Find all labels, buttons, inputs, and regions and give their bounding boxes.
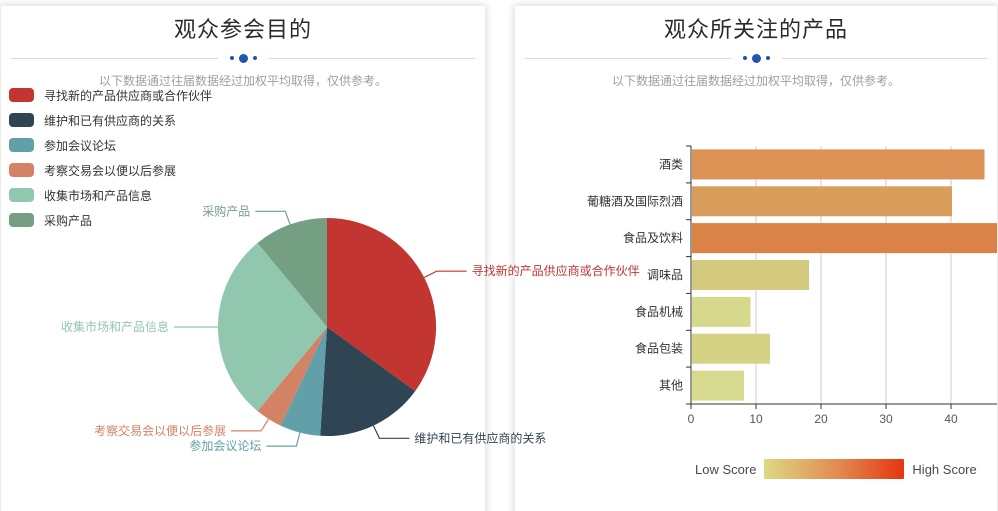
pie-label: 维护和已有供应商的关系: [414, 430, 546, 445]
legend-swatch-icon: [9, 88, 34, 102]
visual-map-gradient-bar[interactable]: [764, 459, 905, 479]
title-divider: [11, 53, 475, 63]
category-label: 葡糖酒及国际烈酒: [587, 193, 683, 208]
pie-legend: 寻找新的产品供应商或合作伙伴 维护和已有供应商的关系 参加会议论坛考察交易会以便以后…: [9, 88, 212, 238]
divider-line: [268, 57, 475, 59]
category-label: 食品及饮料: [623, 230, 683, 245]
pie-label-line: [266, 432, 301, 447]
chart-disclaimer: 以下数据通过往届数据经过加权平均取得，仅供参考。: [611, 74, 900, 88]
legend-label: 维护和已有供应商的关系: [44, 113, 177, 128]
pie-slice[interactable]: [320, 327, 416, 437]
category-label: 酒类: [659, 157, 683, 171]
page-title: 观众参会目的: [173, 17, 312, 42]
divider-dot-icon: [765, 56, 770, 60]
pie-slice[interactable]: [257, 217, 328, 327]
legend-item[interactable]: 收集市场和产品信息: [9, 188, 212, 203]
tick-label: 30: [879, 412, 893, 426]
title-divider: [525, 53, 987, 63]
pie-label: 寻找新的产品供应商或合作伙伴: [472, 263, 640, 278]
pie-label-line: [255, 210, 291, 225]
legend-item[interactable]: 采购产品: [9, 213, 212, 228]
tick-label: 40: [944, 412, 958, 426]
pie-slice[interactable]: [327, 218, 437, 392]
legend-label: 收集市场和产品信息: [44, 188, 153, 203]
visual-map-high-label: High Score: [912, 461, 977, 477]
pie-label: 参加会议论坛: [189, 438, 261, 453]
category-label: 食品包装: [635, 341, 683, 356]
legend-label: 考察交易会以便以后参展: [44, 163, 177, 178]
legend-item[interactable]: 维护和已有供应商的关系: [9, 113, 212, 128]
divider-dot-icon: [229, 56, 234, 60]
pie-label-line: [372, 425, 410, 439]
divider-dot-icon: [742, 56, 747, 60]
pie-chart: 寻找新的产品供应商或合作伙伴维护和已有供应商的关系参加会议论坛考察交易会以便以后…: [61, 203, 640, 453]
divider-line: [525, 57, 731, 59]
bar[interactable]: [692, 370, 744, 401]
panel-attendance-purpose: 观众参会目的 以下数据通过往届数据经过加权平均取得，仅供参考。 寻找新的产品供应…: [0, 5, 640, 511]
bar[interactable]: [692, 149, 985, 180]
legend-item[interactable]: 考察交易会以便以后参展: [9, 163, 212, 178]
legend-swatch-icon: [9, 163, 34, 177]
divider-dot-icon: [238, 53, 248, 63]
bar[interactable]: [692, 333, 770, 364]
divider-dot-icon: [751, 53, 761, 63]
category-label: 调味品: [647, 268, 683, 282]
bar[interactable]: [692, 260, 809, 290]
bar[interactable]: [692, 223, 998, 254]
tick-label: 20: [814, 412, 828, 426]
visual-map-legend[interactable]: Low Score High Score: [695, 459, 977, 479]
legend-swatch-icon: [9, 138, 34, 152]
legend-item[interactable]: 参加会议论坛: [9, 138, 212, 153]
divider-ornament: [738, 53, 775, 63]
legend-label: 参加会议论坛: [44, 138, 117, 153]
pie-label: 考察交易会以便以后参展: [94, 423, 226, 438]
legend-swatch-icon: [9, 213, 34, 227]
divider-line: [11, 57, 218, 59]
pie-slice[interactable]: [280, 327, 327, 436]
legend-item[interactable]: 寻找新的产品供应商或合作伙伴: [9, 88, 213, 103]
divider-dot-icon: [252, 56, 257, 60]
pie-label-line: [423, 270, 467, 279]
divider-line: [781, 57, 987, 59]
pie-slice[interactable]: [217, 243, 327, 411]
tick-label: 10: [749, 412, 763, 426]
legend-swatch-icon: [9, 113, 34, 127]
category-label: 其他: [659, 379, 683, 393]
legend-swatch-icon: [9, 188, 34, 202]
category-label: 食品机械: [635, 304, 683, 319]
pie-label: 采购产品: [202, 203, 250, 218]
page-title: 观众所关注的产品: [663, 17, 848, 42]
bar[interactable]: [692, 186, 952, 217]
bar[interactable]: [692, 296, 751, 327]
chart-disclaimer: 以下数据通过往届数据经过加权平均取得，仅供参考。: [98, 74, 387, 88]
legend-label: 采购产品: [44, 213, 93, 228]
pie-label: 收集市场和产品信息: [61, 319, 169, 334]
visual-map-low-label: Low Score: [695, 461, 757, 477]
tick-label: 0: [688, 412, 695, 426]
divider-ornament: [225, 53, 262, 63]
panel-products-of-interest: 观众所关注的产品 以下数据通过往届数据经过加权平均取得，仅供参考。 酒类葡糖酒及…: [514, 5, 998, 511]
pie-label-line: [231, 418, 270, 432]
pie-slice[interactable]: [257, 327, 328, 426]
legend-label: 寻找新的产品供应商或合作伙伴: [44, 88, 213, 103]
